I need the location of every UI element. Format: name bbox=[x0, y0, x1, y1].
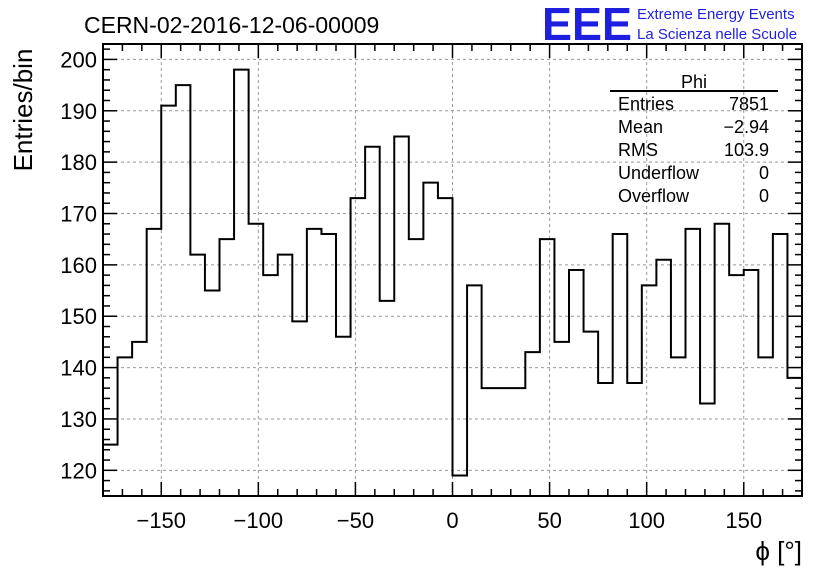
histogram-bin bbox=[569, 270, 584, 496]
stats-label-underflow: Underflow bbox=[618, 163, 700, 183]
histogram-bin bbox=[467, 285, 482, 496]
histogram-bin bbox=[263, 275, 278, 496]
x-tick-label: 0 bbox=[446, 508, 458, 533]
histogram-bin bbox=[147, 229, 162, 496]
eee-logo-text: EEE bbox=[542, 0, 632, 50]
stats-label-overflow: Overflow bbox=[618, 186, 690, 206]
y-tick-label: 150 bbox=[60, 304, 97, 329]
histogram-bin bbox=[744, 270, 759, 496]
histogram-bin bbox=[234, 70, 249, 496]
stats-value-mean: −2.94 bbox=[723, 117, 769, 137]
stats-label-rms: RMS bbox=[618, 140, 658, 160]
histogram-bin bbox=[656, 260, 671, 496]
y-tick-label: 200 bbox=[60, 47, 97, 72]
histogram-bin bbox=[132, 342, 147, 496]
histogram-bin bbox=[671, 357, 686, 496]
y-tick-label: 140 bbox=[60, 356, 97, 381]
histogram-bin bbox=[205, 291, 220, 496]
histogram-outline bbox=[103, 68, 803, 477]
x-axis-label: ϕ [°] bbox=[755, 536, 802, 566]
histogram-bin bbox=[482, 388, 497, 496]
x-tick-label: −100 bbox=[234, 508, 284, 533]
x-tick-label: −50 bbox=[337, 508, 374, 533]
x-tick-label: 50 bbox=[537, 508, 561, 533]
stats-box: Phi Entries 7851 Mean −2.94 RMS 103.9 Un… bbox=[610, 72, 778, 206]
x-tick-label: 150 bbox=[725, 508, 762, 533]
histogram-bin bbox=[365, 147, 380, 496]
histogram-bin bbox=[278, 255, 293, 496]
histogram-bin bbox=[598, 383, 613, 496]
stats-value-rms: 103.9 bbox=[724, 140, 769, 160]
histogram-bin bbox=[176, 85, 191, 496]
histogram-bin bbox=[729, 275, 744, 496]
y-tick-label: 190 bbox=[60, 99, 97, 124]
histogram-bin bbox=[394, 136, 409, 496]
histogram-bin bbox=[540, 239, 555, 496]
y-tick-labels: 120 130 140 150 160 170 180 190 200 bbox=[60, 47, 97, 483]
eee-logo-line1: Extreme Energy Events bbox=[637, 6, 795, 23]
eee-logo: EEE Extreme Energy Events La Scienza nel… bbox=[542, 0, 797, 50]
stats-label-mean: Mean bbox=[618, 117, 663, 137]
histogram-bin bbox=[190, 255, 205, 496]
x-tick-label: −150 bbox=[136, 508, 186, 533]
histogram-bin bbox=[525, 352, 540, 496]
x-tick-label: 100 bbox=[628, 508, 665, 533]
y-tick-label: 120 bbox=[60, 458, 97, 483]
histogram-bin bbox=[438, 198, 453, 496]
histogram-bin bbox=[336, 337, 351, 496]
stats-label-entries: Entries bbox=[618, 94, 674, 114]
histogram-bin bbox=[715, 224, 730, 496]
histogram-bin bbox=[409, 239, 424, 496]
histogram-bin bbox=[496, 388, 511, 496]
y-tick-label: 130 bbox=[60, 407, 97, 432]
histogram-bin bbox=[453, 475, 468, 496]
histogram-bin bbox=[249, 224, 264, 496]
histogram-bin bbox=[161, 106, 176, 496]
y-axis-label: Entries/bin bbox=[8, 49, 38, 172]
histogram-bin bbox=[321, 234, 336, 496]
y-tick-label: 160 bbox=[60, 253, 97, 278]
histogram-bin bbox=[351, 198, 366, 496]
histogram-bin bbox=[118, 357, 133, 496]
histogram-bin bbox=[292, 321, 307, 496]
axis-ticks bbox=[102, 44, 803, 496]
run-title: CERN-02-2016-12-06-00009 bbox=[84, 12, 379, 38]
histogram-bin bbox=[787, 378, 802, 496]
histogram-bin bbox=[686, 229, 701, 496]
eee-logo-line2: La Scienza nelle Scuole bbox=[637, 26, 797, 43]
stats-value-overflow: 0 bbox=[759, 186, 769, 206]
stats-value-underflow: 0 bbox=[759, 163, 769, 183]
histogram-bin bbox=[642, 285, 657, 496]
histogram-bin bbox=[380, 301, 395, 496]
y-tick-label: 180 bbox=[60, 150, 97, 175]
histogram-bin bbox=[423, 183, 438, 496]
histogram-bin bbox=[613, 234, 628, 496]
histogram-bin bbox=[758, 357, 773, 496]
histogram-bin bbox=[584, 332, 599, 496]
histogram-bin bbox=[220, 239, 235, 496]
histogram-bin bbox=[627, 383, 642, 496]
y-tick-label: 170 bbox=[60, 202, 97, 227]
histogram-bin bbox=[511, 388, 526, 496]
histogram-bin bbox=[773, 234, 788, 496]
histogram-bin bbox=[700, 404, 715, 496]
stats-value-entries: 7851 bbox=[729, 94, 769, 114]
stats-title: Phi bbox=[681, 72, 707, 92]
histogram-bin bbox=[554, 342, 569, 496]
histogram-bin bbox=[307, 229, 322, 496]
x-tick-labels: −150 −100 −50 0 50 100 150 bbox=[136, 508, 762, 533]
